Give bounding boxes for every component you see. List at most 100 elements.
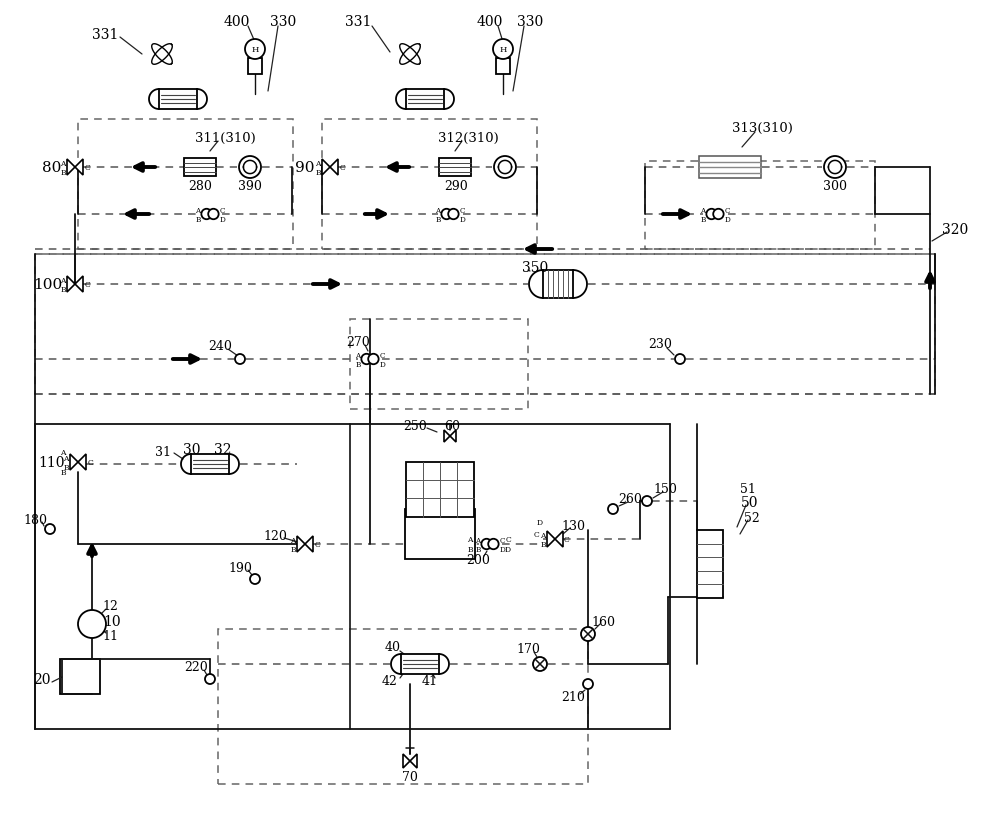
Circle shape	[581, 627, 595, 641]
Polygon shape	[75, 160, 83, 176]
Bar	[191, 455, 229, 475]
Text: 51: 51	[740, 483, 756, 496]
Text: B: B	[60, 286, 66, 293]
Circle shape	[368, 354, 379, 364]
Circle shape	[245, 40, 265, 60]
Text: C: C	[314, 540, 320, 548]
Text: 331: 331	[92, 28, 118, 42]
Polygon shape	[75, 277, 83, 293]
Text: 311(310): 311(310)	[195, 131, 255, 145]
Text: 60: 60	[444, 420, 460, 433]
Text: 70: 70	[402, 771, 418, 783]
Circle shape	[481, 539, 492, 549]
Text: 110: 110	[39, 456, 65, 470]
Text: D: D	[499, 545, 505, 553]
Text: B: B	[355, 360, 361, 369]
Text: 11: 11	[102, 630, 118, 643]
Text: A: A	[315, 160, 321, 168]
Text: 120: 120	[263, 529, 287, 542]
Text: D: D	[724, 216, 730, 224]
Bar	[248, 59, 262, 75]
Text: B: B	[467, 545, 473, 553]
Text: B: B	[700, 216, 706, 224]
Text: 20: 20	[33, 672, 51, 686]
Text: 320: 320	[942, 222, 968, 237]
Text: 330: 330	[270, 15, 296, 29]
Polygon shape	[297, 537, 305, 553]
Text: C: C	[84, 281, 90, 288]
Text: 260: 260	[618, 493, 642, 506]
Bar	[645, 162, 875, 250]
Text: D: D	[219, 216, 225, 224]
Text: 290: 290	[444, 179, 468, 192]
Circle shape	[205, 674, 215, 684]
Circle shape	[706, 210, 717, 220]
Bar	[159, 90, 197, 110]
Text: H: H	[499, 46, 507, 54]
Circle shape	[78, 610, 106, 638]
Text: A: A	[467, 535, 473, 543]
Text: 190: 190	[228, 561, 252, 573]
Text: D: D	[505, 545, 511, 553]
Text: C: C	[564, 535, 570, 543]
Text: A: A	[63, 455, 69, 462]
Text: 150: 150	[653, 483, 677, 496]
Bar	[439, 159, 471, 176]
Text: C: C	[499, 537, 505, 544]
Text: B: B	[290, 545, 296, 553]
Text: H: H	[251, 46, 259, 54]
Bar	[699, 157, 761, 179]
Text: 170: 170	[516, 643, 540, 655]
Circle shape	[494, 157, 516, 179]
Text: B: B	[63, 463, 69, 472]
Text: 30: 30	[183, 442, 201, 456]
Bar	[697, 530, 723, 599]
Text: 130: 130	[561, 519, 585, 532]
Text: D: D	[459, 216, 465, 224]
Text: 312(310): 312(310)	[438, 131, 498, 145]
Text: 350: 350	[522, 261, 548, 275]
Bar	[35, 255, 935, 395]
Text: 400: 400	[477, 15, 503, 29]
Bar	[78, 120, 293, 250]
Polygon shape	[410, 754, 417, 768]
Text: B: B	[60, 169, 66, 176]
Text: 10: 10	[103, 614, 121, 628]
Text: 32: 32	[214, 442, 232, 456]
Bar	[401, 655, 439, 674]
Text: B: B	[475, 545, 481, 553]
Text: 200: 200	[466, 553, 490, 566]
Circle shape	[239, 157, 261, 179]
Polygon shape	[450, 431, 456, 442]
Bar	[405, 509, 475, 559]
Circle shape	[361, 354, 372, 364]
Circle shape	[235, 354, 245, 364]
Polygon shape	[305, 537, 313, 553]
Circle shape	[441, 210, 452, 220]
Text: 240: 240	[208, 339, 232, 352]
Bar	[218, 630, 588, 784]
Bar	[322, 120, 537, 250]
Text: 12: 12	[102, 599, 118, 613]
Text: C: C	[339, 164, 345, 171]
Text: 220: 220	[184, 660, 208, 674]
Text: 52: 52	[744, 511, 760, 524]
Text: A: A	[195, 206, 201, 215]
Text: B: B	[435, 216, 441, 224]
Text: A: A	[355, 352, 361, 359]
Text: 270: 270	[346, 335, 370, 348]
Text: B: B	[540, 540, 546, 548]
Text: 250: 250	[403, 420, 427, 433]
Bar	[184, 159, 216, 176]
Circle shape	[713, 210, 724, 220]
Text: 210: 210	[561, 691, 585, 704]
Text: A: A	[700, 206, 706, 215]
Text: 180: 180	[23, 513, 47, 526]
Bar	[543, 271, 573, 298]
Circle shape	[824, 157, 846, 179]
Text: 313(310): 313(310)	[732, 121, 792, 135]
Circle shape	[250, 574, 260, 584]
Polygon shape	[330, 160, 338, 176]
Text: 331: 331	[345, 15, 371, 29]
Bar	[60, 660, 100, 694]
